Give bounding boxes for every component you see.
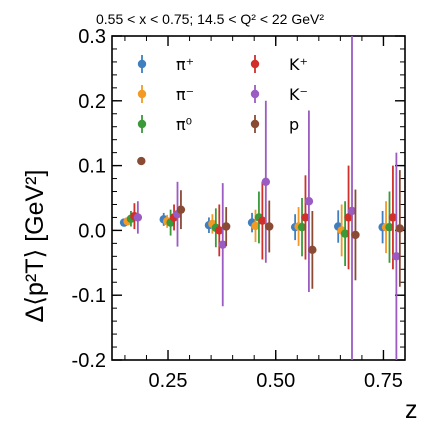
x-axis-label: z — [405, 396, 418, 424]
y-tick-label: 0.1 — [78, 156, 106, 178]
legend-marker — [250, 89, 260, 99]
data-point — [297, 222, 307, 232]
series-6 — [137, 156, 405, 289]
data-points — [119, 36, 405, 360]
data-point — [301, 213, 310, 222]
plot-frame — [111, 35, 406, 361]
data-point — [265, 222, 274, 231]
legend-marker — [137, 119, 147, 129]
plot-axes: -0.2 -0.1 0.0 0.1 0.2 0.3 0.25 0.50 0.75 — [72, 26, 406, 392]
data-point — [392, 252, 401, 261]
data-point — [344, 213, 353, 222]
data-point — [218, 240, 227, 249]
y-axis-label: Δ⟨p²T⟩ [GeV²] — [21, 170, 49, 323]
x-tick-label: 0.75 — [364, 370, 403, 392]
data-point — [133, 213, 143, 222]
data-point — [388, 213, 398, 222]
legend-label: π⁰ — [176, 115, 192, 134]
data-point — [395, 224, 405, 233]
y-tick-label: -0.2 — [72, 350, 106, 372]
x-tick-label: 0.25 — [149, 370, 188, 392]
y-tick-label: 0.0 — [78, 220, 106, 242]
chart-title: 0.55 < x < 0.75; 14.5 < Q² < 22 GeV² — [96, 11, 324, 27]
data-point — [385, 222, 394, 232]
series-3 — [126, 191, 394, 267]
legend-marker — [137, 89, 147, 99]
data-point — [137, 156, 146, 166]
series-5 — [133, 36, 401, 360]
legend-label: K⁻ — [289, 85, 308, 104]
data-point — [340, 229, 350, 238]
y-tick-label: 0.2 — [78, 91, 106, 113]
legend-marker — [137, 59, 147, 69]
y-tick-label: -0.1 — [72, 285, 106, 307]
legend-label: K⁺ — [289, 55, 308, 74]
data-point — [221, 222, 231, 231]
data-point — [304, 197, 314, 206]
data-point — [215, 226, 224, 235]
legend-label: π⁻ — [176, 85, 194, 104]
legend-marker — [250, 59, 260, 69]
x-tick-label: 0.50 — [256, 370, 295, 392]
y-tick-label: 0.3 — [78, 26, 106, 48]
data-point — [308, 245, 317, 255]
data-point — [347, 206, 357, 216]
data-point — [176, 205, 186, 214]
data-point — [258, 216, 267, 225]
legend-marker — [250, 119, 260, 129]
legend-label: π⁺ — [176, 55, 194, 74]
legend: π⁺ π⁻ π⁰ K⁺ K⁻ p — [137, 55, 308, 134]
data-point — [351, 230, 360, 240]
legend-label: p — [289, 115, 299, 134]
data-point — [251, 221, 260, 231]
data-point — [261, 177, 271, 186]
